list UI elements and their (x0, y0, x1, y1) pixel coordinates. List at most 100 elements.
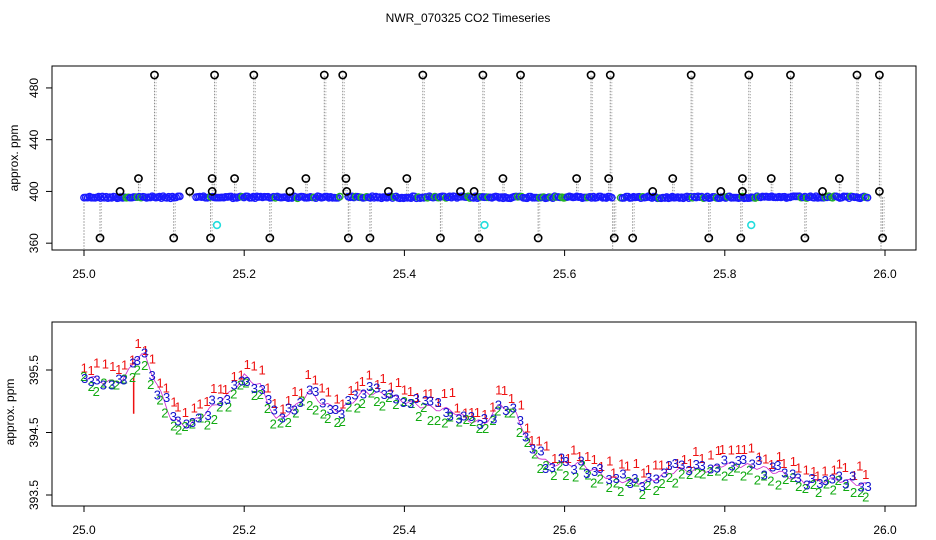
series-1-point: 1 (528, 433, 535, 448)
series-2-point: 2 (542, 458, 549, 473)
outlier-low-point (169, 233, 179, 243)
outlier-low-point (736, 233, 746, 243)
series-2-point: 2 (427, 413, 434, 428)
series-3-point: 3 (285, 401, 292, 416)
series-1-point: 1 (93, 356, 100, 371)
series-3-point: 3 (407, 396, 414, 411)
series-3-point: 3 (238, 374, 245, 389)
baseline-point (386, 192, 395, 201)
bottom-x-tick-label: 25.2 (233, 523, 257, 537)
series-1-point: 1 (237, 367, 244, 382)
series-3-point: 3 (849, 468, 856, 483)
series-2-point: 2 (93, 384, 100, 399)
baseline-point (607, 193, 616, 202)
outlier-mid-point (185, 187, 195, 196)
series-2-point: 2 (653, 483, 660, 498)
series-1-point: 1 (658, 458, 665, 473)
series-3-point: 3 (529, 442, 536, 457)
series-3-point: 3 (387, 386, 394, 401)
series-3-point: 3 (332, 402, 339, 417)
series-3-point: 3 (570, 462, 577, 477)
series-2-point: 2 (237, 378, 244, 393)
series-3-point: 3 (596, 461, 603, 476)
baseline-point (271, 193, 280, 202)
series-1-point: 1 (196, 396, 203, 411)
series-1-point: 1 (441, 386, 448, 401)
series-2-point: 2 (170, 418, 177, 433)
series-2-point: 2 (156, 392, 163, 407)
series-2-point: 2 (666, 470, 673, 485)
baseline-point (157, 194, 166, 203)
series-2-point: 2 (469, 414, 476, 429)
series-1-point: 1 (681, 452, 688, 467)
series-3-point: 3 (129, 355, 136, 370)
series-3-point: 3 (360, 387, 367, 402)
baseline-point (751, 194, 760, 202)
series-1-point: 1 (543, 439, 550, 454)
series-3-point: 3 (490, 412, 497, 427)
outlier-mid-point (285, 187, 295, 196)
series-1-point: 1 (851, 468, 858, 483)
outlier-mid-point (469, 187, 479, 196)
top-x-tick-label: 25.6 (553, 267, 577, 281)
series-2-point: 2 (531, 446, 538, 461)
series-1-point: 1 (298, 386, 305, 401)
cyan-point (480, 220, 489, 230)
outlier-high-point (478, 70, 488, 80)
series-3-point: 3 (400, 395, 407, 410)
series-1-point: 1 (395, 375, 402, 390)
series-1-point: 1 (279, 402, 286, 417)
series-3-point: 3 (120, 373, 127, 388)
series-1-point: 1 (692, 444, 699, 459)
series-1-point: 1 (359, 374, 366, 389)
series-1-point: 1 (584, 449, 591, 464)
series-3-point: 3 (243, 374, 250, 389)
series-2-point: 2 (476, 421, 483, 436)
series-3-point: 3 (477, 417, 484, 432)
series-1-point: 1 (558, 451, 565, 466)
series-2-point: 2 (644, 478, 651, 493)
baseline-point (102, 192, 111, 201)
series-1-point: 1 (174, 400, 181, 415)
top-x-tick-label: 25.2 (233, 267, 257, 281)
series-2-point: 2 (584, 468, 591, 483)
series-2-point: 2 (211, 412, 218, 427)
series-3-point: 3 (327, 402, 334, 417)
series-2-point: 2 (775, 477, 782, 492)
outlier-low-point (800, 233, 810, 243)
series-3-point: 3 (208, 393, 215, 408)
series-2-point: 2 (408, 396, 415, 411)
series-1-point: 1 (762, 452, 769, 467)
outlier-high-point (852, 70, 862, 80)
series-2-point: 2 (658, 476, 665, 491)
series-2-point: 2 (100, 375, 107, 390)
series-3-point: 3 (373, 380, 380, 395)
outlier-high-point (516, 70, 525, 80)
series-1-point: 1 (449, 385, 456, 400)
series-3-point: 3 (148, 368, 155, 383)
baseline-point (843, 192, 852, 201)
series-2-point: 2 (494, 404, 501, 419)
series-1-point: 1 (756, 450, 763, 465)
series-1-point: 1 (264, 380, 271, 395)
outlier-high-point (605, 70, 615, 80)
series-2-point: 2 (324, 411, 331, 426)
series-2-point: 2 (447, 410, 454, 425)
baseline-point (423, 193, 432, 202)
top-y-axis: 360 400 440 480 (27, 78, 52, 253)
top-ylabel: approx. ppm (7, 125, 21, 192)
series-3-point: 3 (183, 417, 190, 432)
series-2-point: 2 (456, 415, 463, 430)
series-1-point: 1 (182, 405, 189, 420)
series-2-point: 2 (225, 399, 232, 414)
outlier-high-point (786, 70, 795, 80)
series-2-point: 2 (823, 477, 830, 492)
bottom-y-tick-label: 395.5 (27, 355, 41, 385)
series-1-point: 1 (149, 352, 156, 367)
series-1-point: 1 (347, 383, 354, 398)
series-2-point: 2 (699, 466, 706, 481)
series-3-point: 3 (381, 387, 388, 402)
series-3-point: 3 (542, 461, 549, 476)
series-1-point: 1 (102, 356, 109, 371)
series-2-point: 2 (129, 370, 136, 385)
